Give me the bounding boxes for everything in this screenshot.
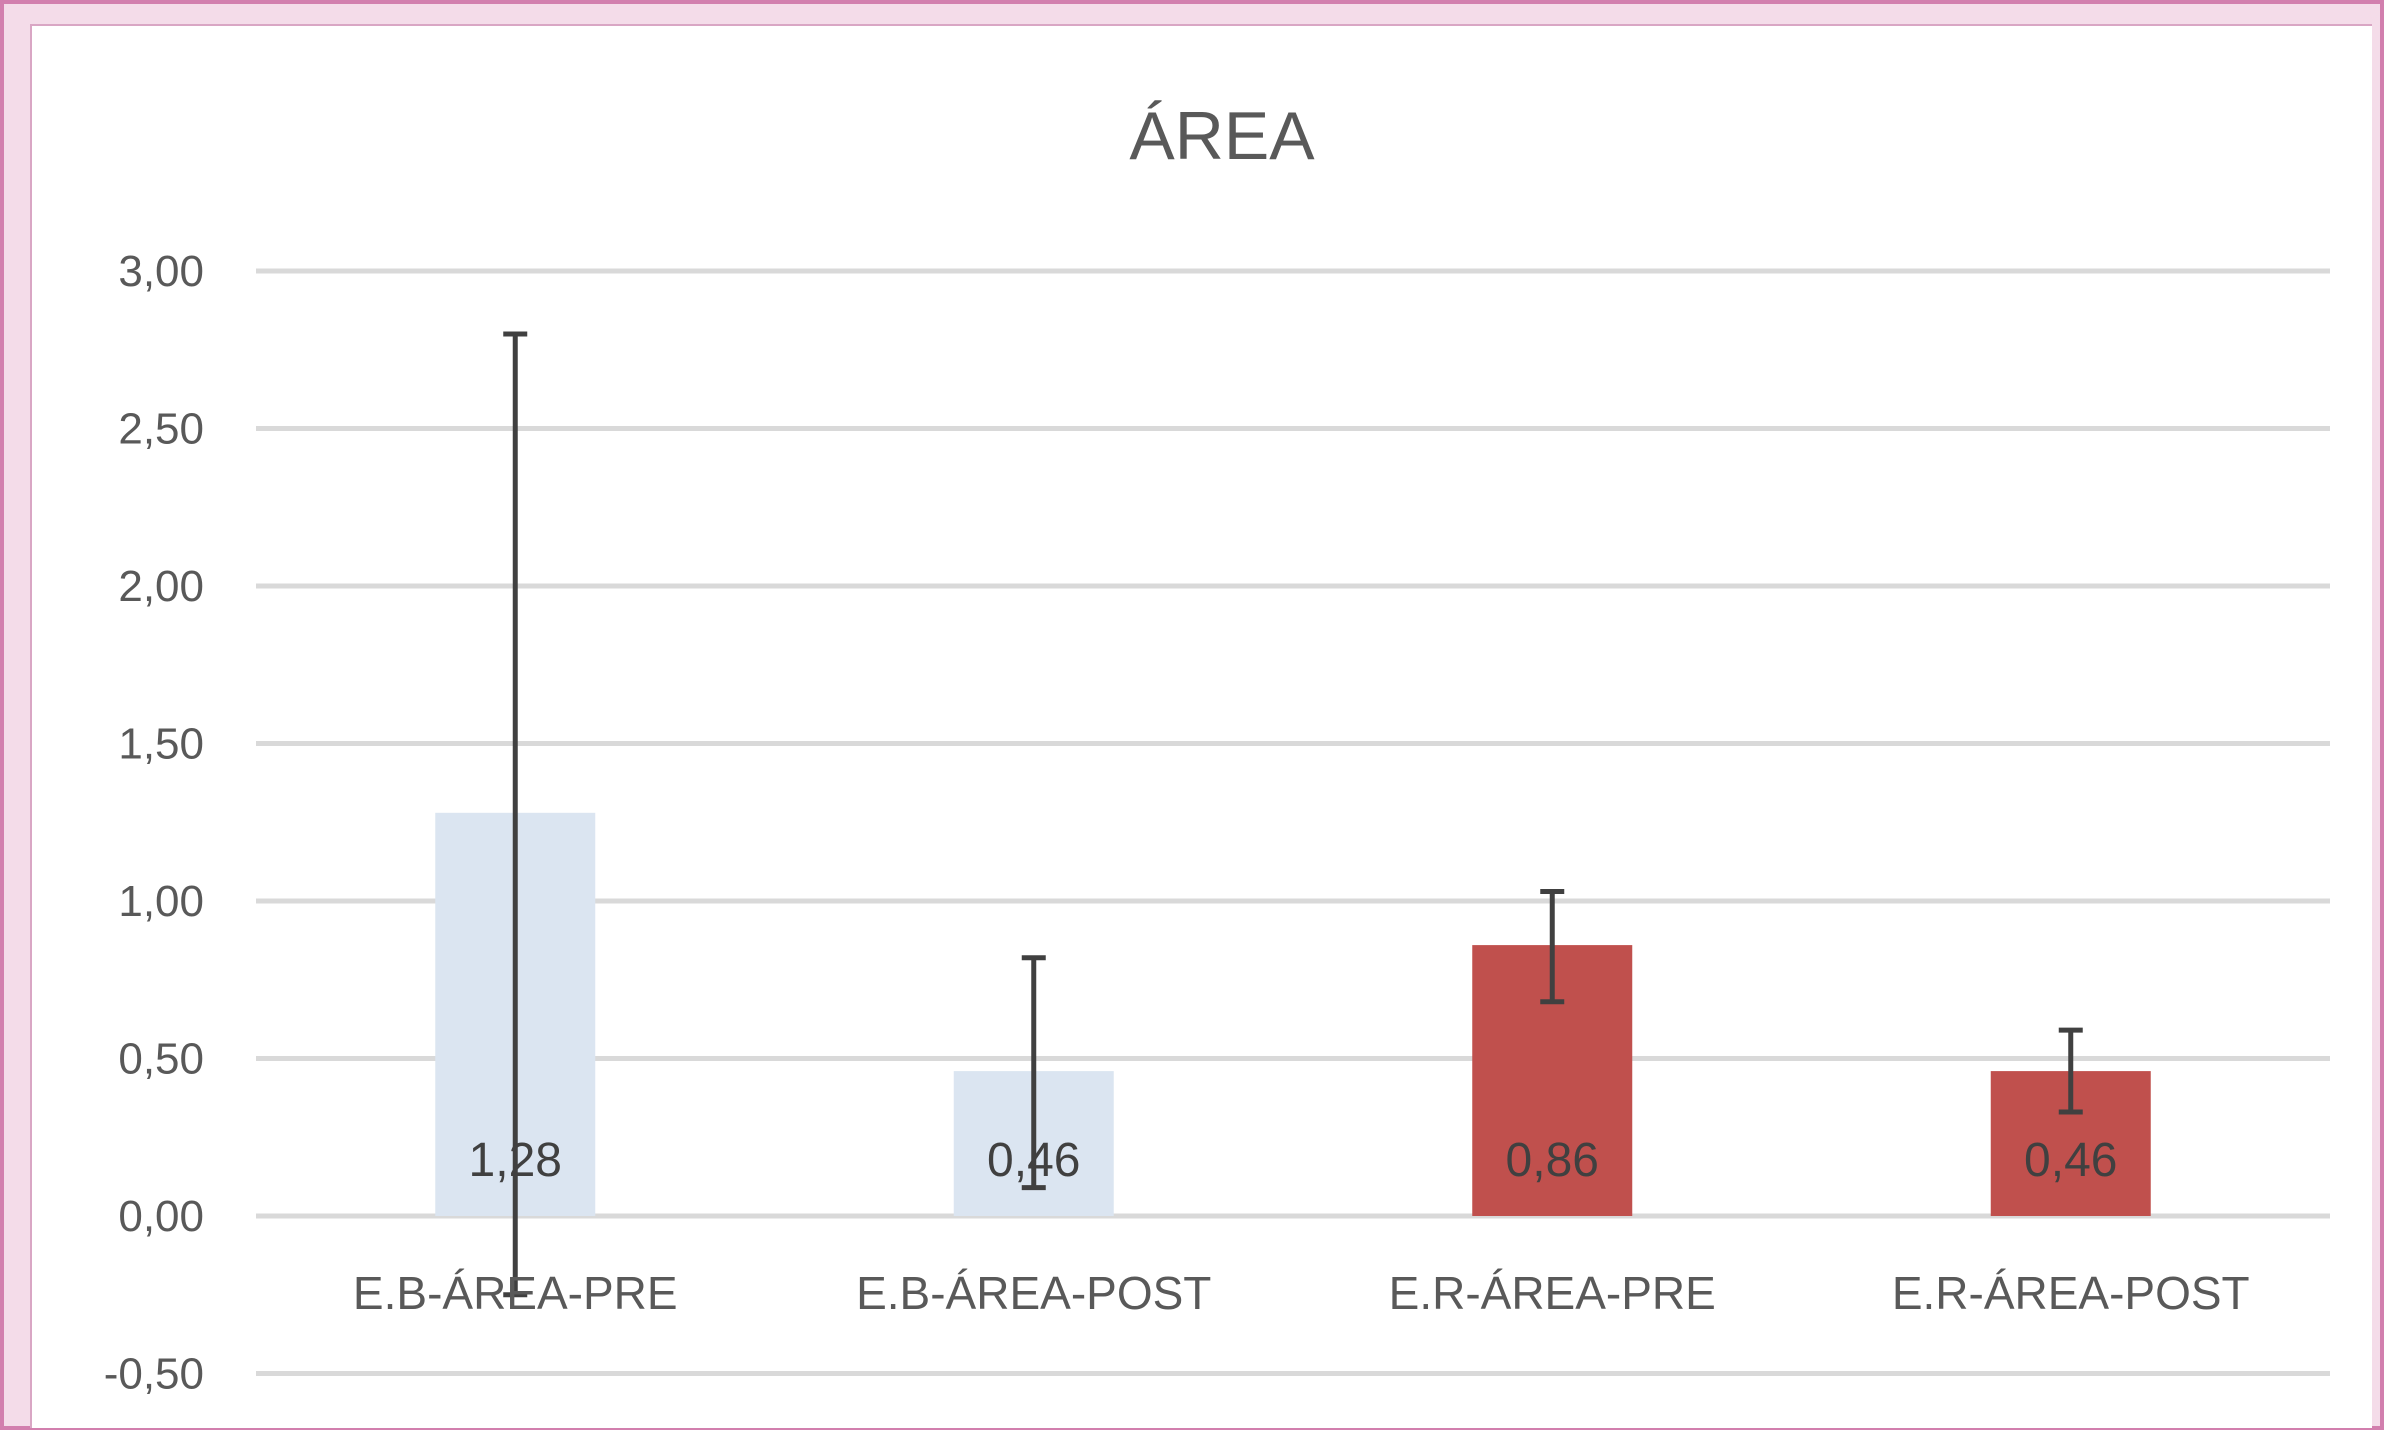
data-label: 0,46 [2024, 1134, 2117, 1187]
data-label: 0,46 [987, 1134, 1080, 1187]
y-tick-label: 2,00 [118, 562, 204, 611]
y-tick-label: -0,50 [104, 1350, 204, 1399]
data-labels: 1,28 0,46 0,86 0,46 [469, 1134, 2118, 1187]
x-axis-category-labels: E.B-ÁREA-PRE E.B-ÁREA-POST E.R-ÁREA-PRE E.R… [353, 1267, 2250, 1319]
y-axis-tick-labels: -0,50 0,00 0,50 1,00 1,50 2,00 2,50 3,00 [104, 247, 204, 1399]
x-category-label: E.B-ÁREA-PRE [353, 1267, 678, 1319]
y-tick-label: 1,00 [118, 877, 204, 926]
x-category-label: E.B-ÁREA-POST [856, 1267, 1211, 1319]
chart-area [30, 24, 2372, 1428]
error-bars [503, 331, 2083, 1298]
x-category-label: E.R-ÁREA-POST [1892, 1267, 2250, 1319]
bar-chart: ÁREA -0,50 0,00 0,50 1,00 1,50 2,00 2,50 3,00 1… [104, 98, 2330, 1399]
y-tick-label: 1,50 [118, 720, 204, 769]
y-tick-label: 0,50 [118, 1035, 204, 1084]
bars [435, 812, 2151, 1216]
x-category-label: E.R-ÁREA-PRE [1389, 1267, 1716, 1319]
chart-title: ÁREA [1129, 98, 1315, 174]
data-label: 0,86 [1506, 1134, 1599, 1187]
y-tick-label: 0,00 [118, 1192, 204, 1241]
gridlines [256, 268, 2330, 1376]
y-tick-label: 3,00 [118, 247, 204, 296]
data-label: 1,28 [469, 1134, 562, 1187]
y-tick-label: 2,50 [118, 405, 204, 454]
